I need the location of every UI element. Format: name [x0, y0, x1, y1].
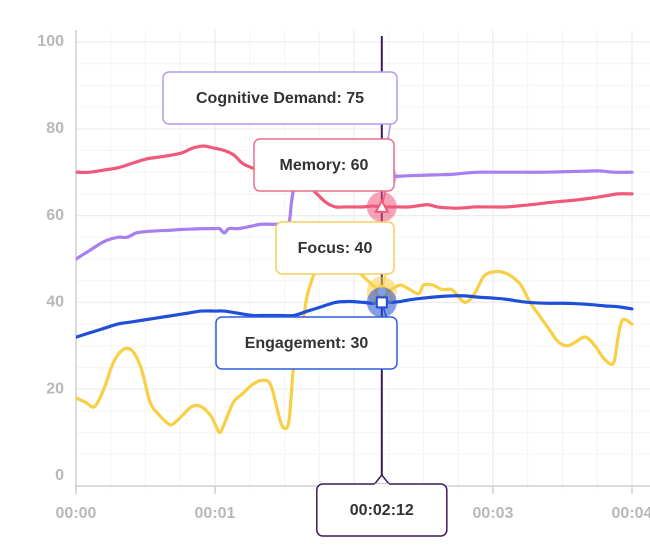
- callout-frame-focus: [275, 221, 395, 275]
- y-tick-label: 60: [46, 207, 64, 224]
- y-tick-label: 40: [46, 294, 64, 311]
- time-cursor-box[interactable]: 00:02:12: [316, 474, 448, 537]
- callout-label-engagement: Engagement: 30: [245, 335, 369, 352]
- x-tick-label: 00:01: [195, 505, 236, 522]
- marker-engagement[interactable]: [375, 296, 388, 309]
- callout-cognitive-demand: Cognitive Demand: 75: [162, 71, 398, 125]
- y-tick-label: 80: [46, 120, 64, 137]
- x-tick-label: 00:04: [612, 505, 650, 522]
- callout-frame-cognitive-demand: [162, 71, 398, 125]
- series-callouts: Cognitive Demand: 75 Memory: 60 Focus: 40 E…: [162, 71, 398, 370]
- series-line-engagement: [76, 294, 634, 339]
- y-axis-ticks: 0 20 40 60 80 100: [37, 33, 64, 484]
- x-tick-label: 00:00: [56, 505, 97, 522]
- time-cursor-box-seam: [374, 483, 389, 487]
- callout-label-focus: Focus: 40: [298, 240, 373, 257]
- x-tick-label: 00:03: [473, 505, 514, 522]
- callout-engagement: Engagement: 30: [215, 316, 398, 370]
- y-tick-label: 100: [37, 33, 64, 50]
- callout-frame-engagement: [215, 316, 398, 370]
- callout-frame-memory: [253, 138, 395, 192]
- series-line-memory: [76, 144, 634, 210]
- y-tick-label: 20: [46, 380, 64, 397]
- time-cursor-label: 00:02:12: [350, 502, 414, 519]
- marker-memory[interactable]: [374, 198, 390, 213]
- callout-memory: Memory: 60: [253, 138, 395, 192]
- callout-label-cognitive-demand: Cognitive Demand: 75: [196, 90, 364, 107]
- y-tick-label: 0: [55, 467, 64, 484]
- callout-focus: Focus: 40: [275, 221, 395, 275]
- callout-label-memory: Memory: 60: [280, 157, 369, 174]
